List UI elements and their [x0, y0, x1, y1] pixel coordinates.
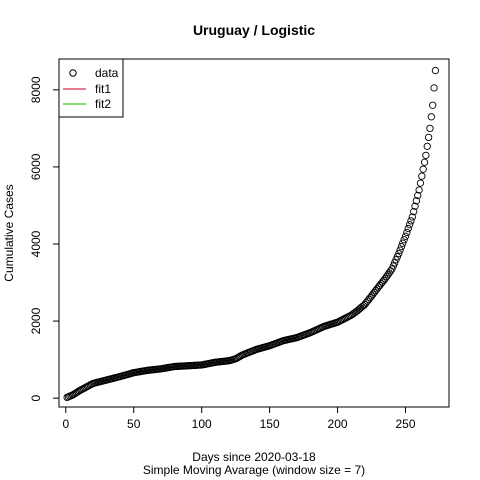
data-point	[416, 179, 425, 187]
data-points	[63, 66, 440, 402]
data-point	[411, 202, 419, 210]
legend-label-fit1: fit1	[95, 82, 111, 96]
legend-marker-data	[69, 69, 77, 77]
data-point	[400, 236, 408, 244]
x-tick-label: 0	[62, 417, 69, 431]
x-tick-label: 50	[127, 417, 141, 431]
y-axis: 0 2000 4000 6000 8000	[29, 76, 59, 401]
y-tick-label: 0	[29, 394, 43, 401]
data-point	[423, 142, 431, 151]
data-point	[396, 246, 404, 254]
x-axis: 0 50 100 150 200 250	[62, 407, 416, 431]
data-point	[424, 133, 433, 142]
data-point	[419, 165, 427, 173]
data-point	[415, 186, 423, 194]
data-point	[429, 101, 437, 109]
y-axis-label: Cumulative Cases	[2, 184, 16, 281]
data-point	[395, 249, 403, 258]
y-tick-label: 8000	[29, 76, 43, 103]
data-point	[403, 228, 411, 237]
x-tick-label: 250	[396, 417, 416, 431]
x-tick-label: 200	[328, 417, 348, 431]
data-point	[422, 151, 430, 159]
data-point	[380, 276, 388, 285]
plot-frame	[58, 58, 450, 408]
data-point	[430, 84, 438, 92]
legend-label-data: data	[95, 66, 119, 80]
data-point	[397, 243, 406, 251]
data-point	[426, 124, 434, 133]
x-axis-label: Days since 2020-03-18	[192, 450, 316, 464]
data-point	[401, 232, 410, 240]
data-point	[418, 172, 426, 180]
y-tick-label: 2000	[29, 307, 43, 334]
data-point	[431, 66, 440, 75]
data-point	[399, 239, 407, 247]
legend-box	[58, 58, 124, 118]
data-point	[414, 191, 422, 200]
x-tick-label: 100	[192, 417, 212, 431]
data-point	[408, 213, 416, 221]
x-axis-sublabel: Simple Moving Avarage (window size = 7)	[143, 463, 365, 477]
data-point	[427, 113, 435, 121]
data-point	[420, 158, 429, 166]
data-point	[404, 224, 412, 233]
chart-title: Uruguay / Logistic	[193, 22, 315, 38]
y-tick-label: 4000	[29, 230, 43, 257]
y-tick-label: 6000	[29, 153, 43, 180]
x-tick-label: 150	[260, 417, 280, 431]
legend-label-fit2: fit2	[95, 97, 111, 111]
data-point	[412, 197, 421, 205]
data-point	[407, 217, 415, 225]
data-point	[405, 221, 414, 229]
data-point	[410, 207, 418, 216]
legend: data fit1 fit2	[58, 58, 124, 118]
